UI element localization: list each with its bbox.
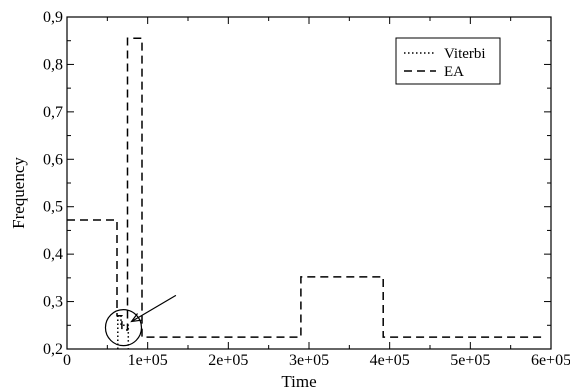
y-tick-label: 0,8 bbox=[43, 56, 63, 73]
y-tick-label: 0,5 bbox=[43, 199, 63, 216]
axes: 0 1e+05 2e+05 3e+05 4e+05 5e+05 6e+05 0,2 0,3 0,4… bbox=[9, 9, 570, 390]
legend-label: Viterbi bbox=[444, 46, 486, 62]
y-tick-label: 0,3 bbox=[43, 294, 63, 311]
legend-label: EA bbox=[444, 64, 464, 80]
x-tick-label: 4e+05 bbox=[370, 352, 410, 369]
legend-box bbox=[395, 37, 501, 85]
y-tick-label: 0,4 bbox=[43, 246, 63, 263]
y-tick-label: 0,7 bbox=[43, 104, 63, 121]
x-tick-label: 3e+05 bbox=[289, 352, 329, 369]
x-tick-label: 1e+05 bbox=[128, 352, 168, 369]
legend: Viterbi EA bbox=[395, 37, 501, 85]
annotation-arrowhead bbox=[130, 313, 142, 323]
highlight-circle bbox=[104, 309, 143, 347]
x-tick-label: 5e+05 bbox=[450, 352, 490, 369]
y-axis-label: Frequency bbox=[9, 157, 28, 229]
annotation-arrow bbox=[131, 294, 177, 323]
x-tick-label: 0 bbox=[63, 352, 71, 369]
y-tick-label: 0,2 bbox=[43, 341, 63, 358]
series-line-ea bbox=[67, 37, 543, 338]
series-line-viterbi bbox=[117, 315, 130, 349]
x-tick-label: 6e+05 bbox=[531, 352, 570, 369]
y-tick-label: 0,6 bbox=[43, 151, 63, 168]
x-axis-label: Time bbox=[281, 372, 316, 390]
plot-area bbox=[67, 37, 543, 349]
y-tick-label: 0,9 bbox=[43, 9, 63, 26]
x-tick-label: 2e+05 bbox=[208, 352, 248, 369]
